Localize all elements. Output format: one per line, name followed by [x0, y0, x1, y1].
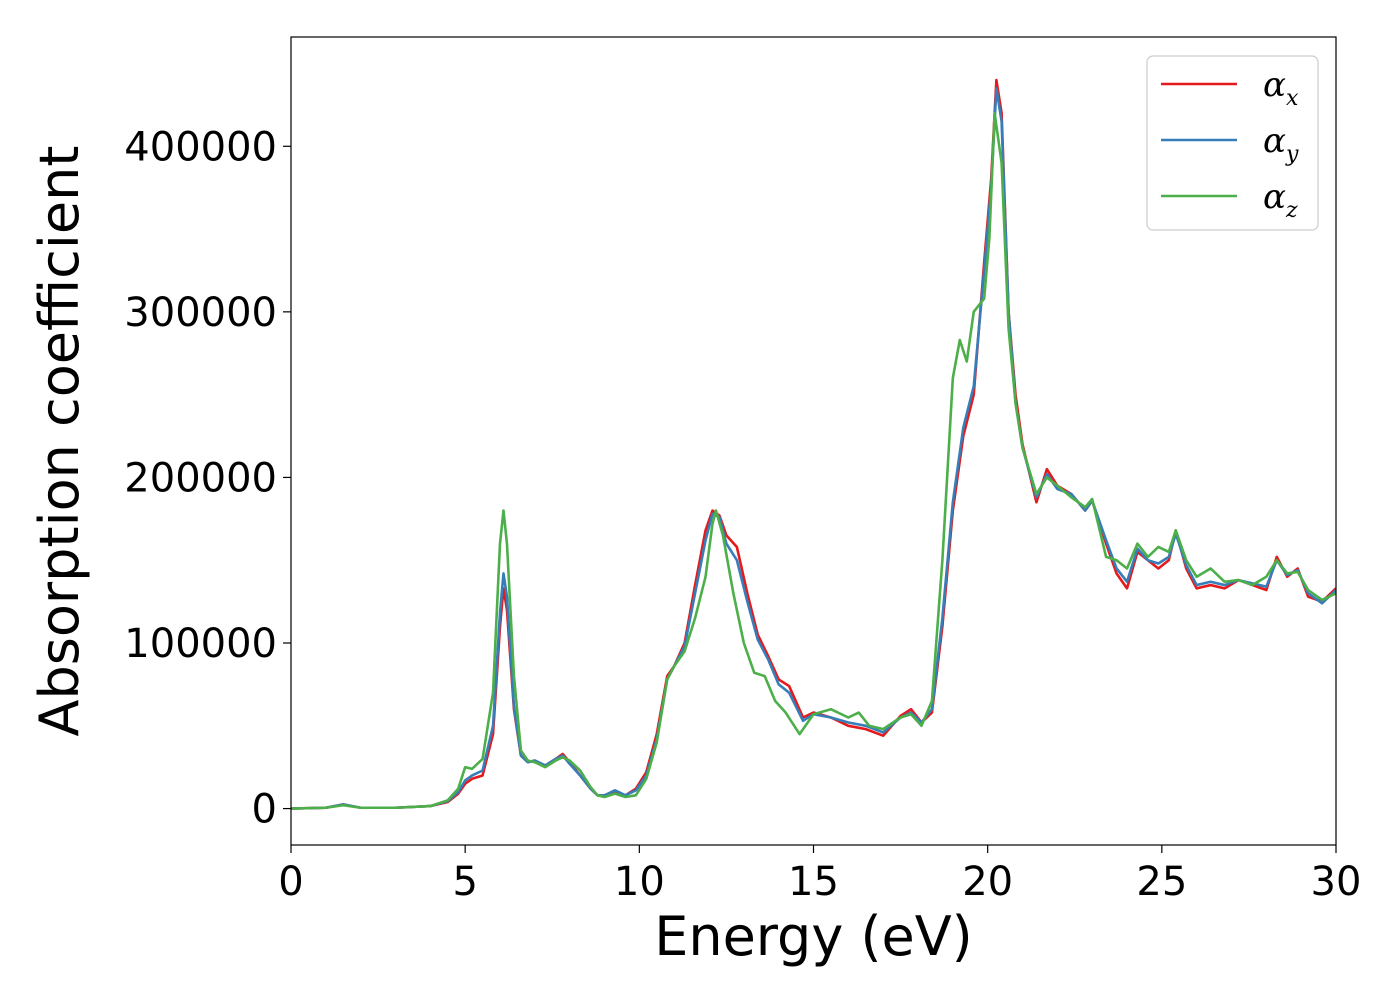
x-axis-ticks: 0 5 10 15 20 25 30 — [278, 845, 1361, 905]
y-axis-ticks: 0 100000 200000 300000 400000 — [124, 124, 291, 833]
x-tick-label: 5 — [452, 859, 477, 905]
x-tick-label: 25 — [1136, 859, 1187, 905]
x-tick-label: 10 — [614, 859, 665, 905]
legend: αx αy αz — [1146, 55, 1319, 231]
legend-label-y: αy — [1263, 121, 1299, 167]
y-tick-label: 100000 — [124, 621, 277, 667]
x-tick-label: 30 — [1311, 859, 1362, 905]
legend-box — [1146, 55, 1319, 231]
x-tick-label: 0 — [278, 859, 303, 905]
y-axis-label: Absorption coefficient — [28, 146, 91, 737]
legend-label-z: αz — [1263, 177, 1298, 223]
series-layer — [291, 78, 1336, 810]
y-tick-label: 0 — [252, 787, 277, 833]
x-tick-label: 15 — [788, 859, 839, 905]
x-axis-label: Energy (eV) — [654, 905, 973, 968]
series-line-y — [291, 87, 1336, 810]
y-tick-label: 400000 — [124, 124, 277, 170]
legend-label-x: αx — [1263, 65, 1299, 111]
y-tick-label: 300000 — [124, 290, 277, 336]
x-tick-label: 20 — [962, 859, 1013, 905]
y-tick-label: 200000 — [124, 455, 277, 501]
series-line-z — [291, 111, 1336, 810]
